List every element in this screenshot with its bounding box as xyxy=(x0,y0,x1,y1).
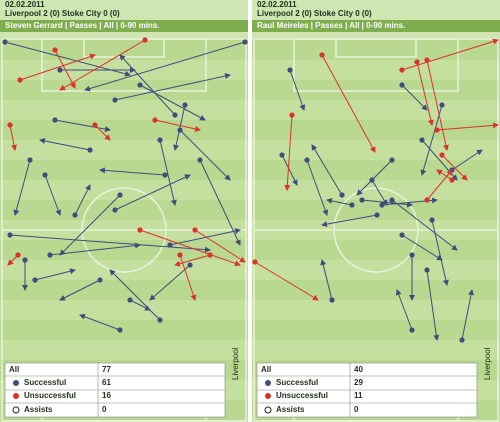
direction-label: Liverpool xyxy=(231,347,240,380)
row-label: All xyxy=(9,365,19,374)
subtitle: Raul Meireles | Passes | All | 0-90 mins… xyxy=(257,21,405,30)
row-value: 40 xyxy=(354,365,363,374)
panel: 02.02.2011 Liverpool 2 (0) Stoke City 0 … xyxy=(252,0,500,422)
row-label: Assists xyxy=(24,405,53,414)
row-value: 77 xyxy=(102,365,111,374)
match: Liverpool 2 (0) Stoke City 0 (0) xyxy=(257,9,372,18)
summary-table: All 77 Successful 61 Unsuccessful 16 Ass… xyxy=(4,362,226,418)
passes xyxy=(252,38,499,343)
direction-label: Liverpool xyxy=(483,347,492,380)
row-value: 61 xyxy=(102,378,111,387)
row-label: All xyxy=(261,365,271,374)
summary-table: All 40 Successful 29 Unsuccessful 11 Ass… xyxy=(256,362,478,418)
match: Liverpool 2 (0) Stoke City 0 (0) xyxy=(5,9,120,18)
row-label: Successful xyxy=(24,378,66,387)
row-label: Successful xyxy=(276,378,318,387)
panel: 02.02.2011 Liverpool 2 (0) Stoke City 0 … xyxy=(0,0,248,422)
row-value: 29 xyxy=(354,378,363,387)
passes xyxy=(2,37,248,333)
row-value: 0 xyxy=(354,405,359,414)
subtitle: Steven Gerrard | Passes | All | 0-90 min… xyxy=(5,21,160,30)
row-label: Unsuccessful xyxy=(24,391,76,400)
row-value: 16 xyxy=(102,391,111,400)
date: 02.02.2011 xyxy=(5,0,45,9)
row-label: Unsuccessful xyxy=(276,391,328,400)
row-label: Assists xyxy=(276,405,305,414)
row-value: 0 xyxy=(102,405,107,414)
date: 02.02.2011 xyxy=(257,0,297,9)
row-value: 11 xyxy=(354,391,363,400)
